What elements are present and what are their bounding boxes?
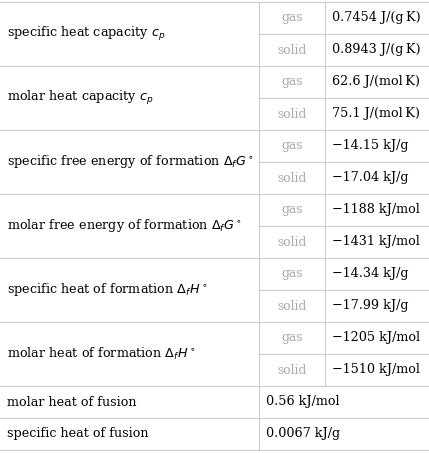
Text: gas: gas — [281, 11, 303, 24]
Text: 75.1 J/(mol K): 75.1 J/(mol K) — [332, 107, 420, 120]
Text: solid: solid — [277, 363, 307, 376]
Text: gas: gas — [281, 140, 303, 153]
Text: gas: gas — [281, 203, 303, 217]
Text: solid: solid — [277, 299, 307, 313]
Text: molar heat of fusion: molar heat of fusion — [7, 395, 136, 409]
Text: molar heat capacity $c_p$: molar heat capacity $c_p$ — [7, 89, 154, 107]
Text: −1205 kJ/mol: −1205 kJ/mol — [332, 332, 420, 344]
Text: 0.8943 J/(g K): 0.8943 J/(g K) — [332, 43, 420, 57]
Text: 0.7454 J/(g K): 0.7454 J/(g K) — [332, 11, 421, 24]
Text: −1188 kJ/mol: −1188 kJ/mol — [332, 203, 420, 217]
Text: solid: solid — [277, 107, 307, 120]
Text: 0.56 kJ/mol: 0.56 kJ/mol — [266, 395, 340, 409]
Text: −14.34 kJ/g: −14.34 kJ/g — [332, 268, 408, 280]
Text: gas: gas — [281, 332, 303, 344]
Text: solid: solid — [277, 43, 307, 57]
Text: specific heat capacity $c_p$: specific heat capacity $c_p$ — [7, 25, 166, 43]
Text: solid: solid — [277, 172, 307, 184]
Text: molar free energy of formation $\Delta_f G^\circ$: molar free energy of formation $\Delta_f… — [7, 217, 242, 235]
Text: gas: gas — [281, 268, 303, 280]
Text: specific heat of fusion: specific heat of fusion — [7, 428, 148, 440]
Text: −17.04 kJ/g: −17.04 kJ/g — [332, 172, 408, 184]
Text: −1510 kJ/mol: −1510 kJ/mol — [332, 363, 420, 376]
Text: −14.15 kJ/g: −14.15 kJ/g — [332, 140, 408, 153]
Text: gas: gas — [281, 76, 303, 88]
Text: 0.0067 kJ/g: 0.0067 kJ/g — [266, 428, 340, 440]
Text: −17.99 kJ/g: −17.99 kJ/g — [332, 299, 408, 313]
Text: specific heat of formation $\Delta_f H^\circ$: specific heat of formation $\Delta_f H^\… — [7, 281, 208, 299]
Text: 62.6 J/(mol K): 62.6 J/(mol K) — [332, 76, 420, 88]
Text: specific free energy of formation $\Delta_f G^\circ$: specific free energy of formation $\Delt… — [7, 154, 254, 170]
Text: −1431 kJ/mol: −1431 kJ/mol — [332, 236, 420, 249]
Text: solid: solid — [277, 236, 307, 249]
Text: molar heat of formation $\Delta_f H^\circ$: molar heat of formation $\Delta_f H^\cir… — [7, 346, 196, 362]
